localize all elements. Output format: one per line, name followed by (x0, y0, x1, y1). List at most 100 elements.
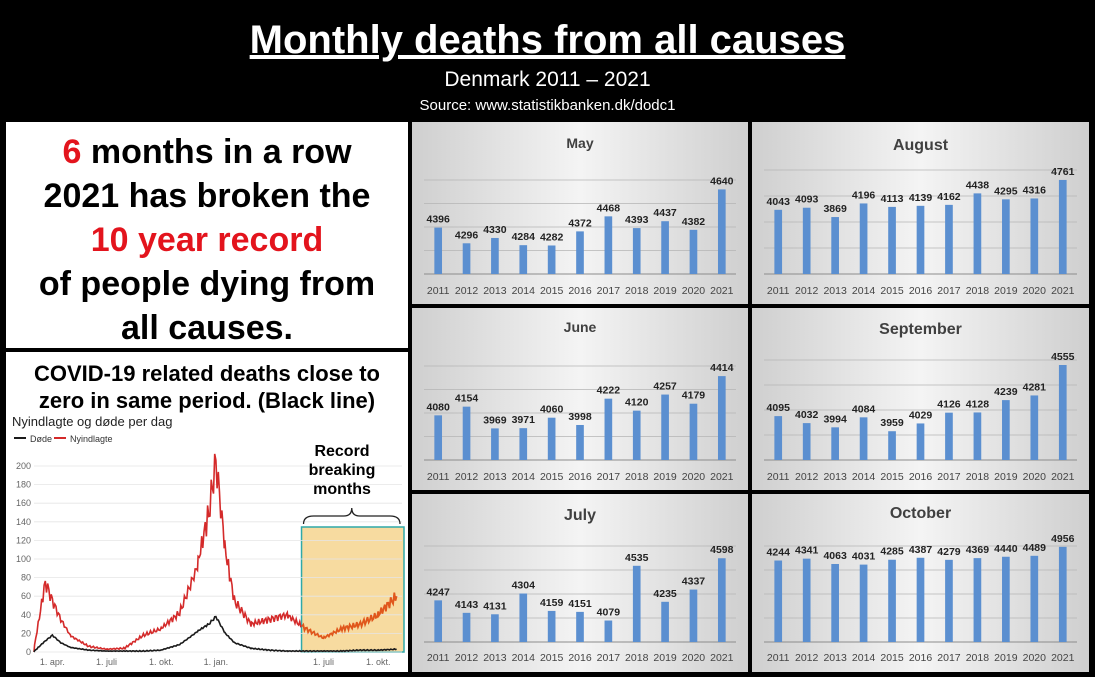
chart-title-july: July (564, 507, 596, 524)
tick-label: 2018 (966, 285, 990, 297)
dead-line (33, 615, 397, 653)
data-label: 4060 (540, 404, 564, 416)
data-label: 4437 (653, 207, 677, 219)
bar-2021 (1058, 546, 1067, 642)
chart-panel-june: June 4080 2011 4154 2012 3969 2013 3971 2014 4060… (412, 308, 748, 490)
bar-2015 (547, 610, 556, 642)
annotation-line-3: months (313, 481, 371, 498)
chart-title-may: May (566, 135, 593, 151)
bar-2013 (831, 217, 839, 274)
data-label: 4031 (852, 551, 876, 563)
y-tick-label: 100 (16, 554, 31, 564)
tick-label: 2020 (1023, 652, 1047, 664)
tick-label: 2017 (937, 652, 961, 664)
bar-2014 (859, 417, 868, 460)
data-label: 3971 (512, 414, 536, 426)
annotation-brace (302, 507, 401, 525)
data-label: 4316 (1023, 184, 1047, 196)
data-label: 4093 (795, 194, 819, 206)
tick-label: 2021 (710, 285, 734, 297)
tick-label: 2016 (568, 652, 592, 664)
bar-2012 (802, 423, 811, 460)
annotation-line-1: Record (314, 443, 369, 460)
bar-2016 (576, 611, 584, 642)
x-tick-label: 1. juli (96, 657, 117, 667)
tick-label: 2021 (1051, 285, 1075, 297)
bar-chart-june: June 4080 2011 4154 2012 3969 2013 3971 2014 4060… (424, 319, 736, 483)
data-label: 4761 (1051, 166, 1075, 178)
bar-2018 (632, 565, 641, 642)
data-label: 4640 (710, 175, 734, 187)
tick-label: 2018 (625, 471, 649, 483)
data-label: 3869 (823, 203, 847, 215)
message-line-1: 6 months in a row (6, 130, 408, 174)
annotation-line-2: breaking (309, 462, 376, 479)
bar-2011 (774, 416, 783, 460)
bar-2015 (888, 559, 896, 642)
tick-label: 2013 (483, 285, 507, 297)
data-label: 4143 (455, 599, 479, 611)
bar-2014 (859, 203, 868, 274)
bar-2012 (462, 406, 471, 460)
chart-panel-august: August 4043 2011 4093 2012 3869 2013 4196 2014 41… (752, 122, 1089, 304)
data-label: 4440 (994, 543, 1018, 555)
bar-2021 (717, 376, 726, 460)
covid-chart-title: Nyindlagte og døde per dag (12, 414, 173, 429)
data-label: 4438 (966, 179, 990, 191)
data-label: 4080 (427, 401, 451, 413)
bar-2019 (1002, 400, 1010, 460)
bar-2020 (689, 229, 698, 274)
bar-2014 (519, 428, 528, 460)
bar-2013 (491, 237, 499, 274)
x-tick-label: 1. okt. (149, 657, 174, 667)
tick-label: 2015 (880, 471, 904, 483)
tick-label: 2017 (597, 285, 621, 297)
x-tick-label: 1. juli (313, 657, 334, 667)
data-label: 4247 (427, 586, 451, 598)
data-label: 4535 (625, 552, 649, 564)
tick-label: 2013 (823, 285, 847, 297)
y-tick-label: 200 (16, 461, 31, 471)
data-label: 4555 (1051, 351, 1075, 363)
message-line-4: of people dying from (38, 265, 376, 303)
chart-panel-october: October 4244 2011 4341 2012 4063 2013 4031 2014 4… (752, 494, 1089, 672)
data-label: 4393 (625, 214, 649, 226)
data-label: 3994 (823, 413, 847, 425)
bar-2017 (945, 412, 953, 460)
data-label: 4295 (994, 185, 1018, 197)
highlight-number: 6 (62, 133, 82, 171)
data-label: 4489 (1023, 542, 1047, 554)
data-label: 4304 (512, 580, 536, 592)
bar-2021 (1058, 365, 1067, 460)
data-label: 4139 (909, 192, 933, 204)
data-label: 4414 (710, 362, 734, 374)
chart-panel-may: May 4396 2011 4296 2012 4330 2013 4284 2014 4282 2… (412, 122, 748, 304)
data-label: 4330 (483, 224, 507, 236)
bar-2011 (434, 227, 443, 274)
tick-label: 2020 (682, 652, 706, 664)
bar-2021 (717, 189, 726, 274)
record-months-highlight (300, 526, 405, 653)
data-label: 4079 (597, 607, 621, 619)
tick-label: 2017 (937, 471, 961, 483)
tick-label: 2011 (427, 652, 450, 664)
bar-chart-october: October 4244 2011 4341 2012 4063 2013 4031 2014 4… (764, 505, 1077, 664)
bar-2015 (888, 431, 896, 460)
data-label: 4131 (483, 600, 507, 612)
tick-label: 2013 (823, 471, 847, 483)
bar-2014 (859, 564, 868, 642)
tick-label: 2017 (937, 285, 961, 297)
tick-label: 2016 (568, 471, 592, 483)
covid-heading: COVID-19 related deaths close to zero in… (6, 360, 408, 414)
bar-2011 (774, 560, 783, 642)
tick-label: 2019 (994, 285, 1018, 297)
bar-2016 (916, 205, 925, 274)
tick-label: 2012 (455, 652, 479, 664)
tick-label: 2021 (710, 652, 734, 664)
chart-title-august: August (893, 137, 949, 154)
tick-label: 2019 (994, 652, 1018, 664)
tick-label: 2016 (568, 285, 592, 297)
x-tick-label: 1. apr. (40, 657, 65, 667)
data-label: 4222 (597, 385, 621, 397)
x-tick-label: 1. okt. (366, 657, 391, 667)
